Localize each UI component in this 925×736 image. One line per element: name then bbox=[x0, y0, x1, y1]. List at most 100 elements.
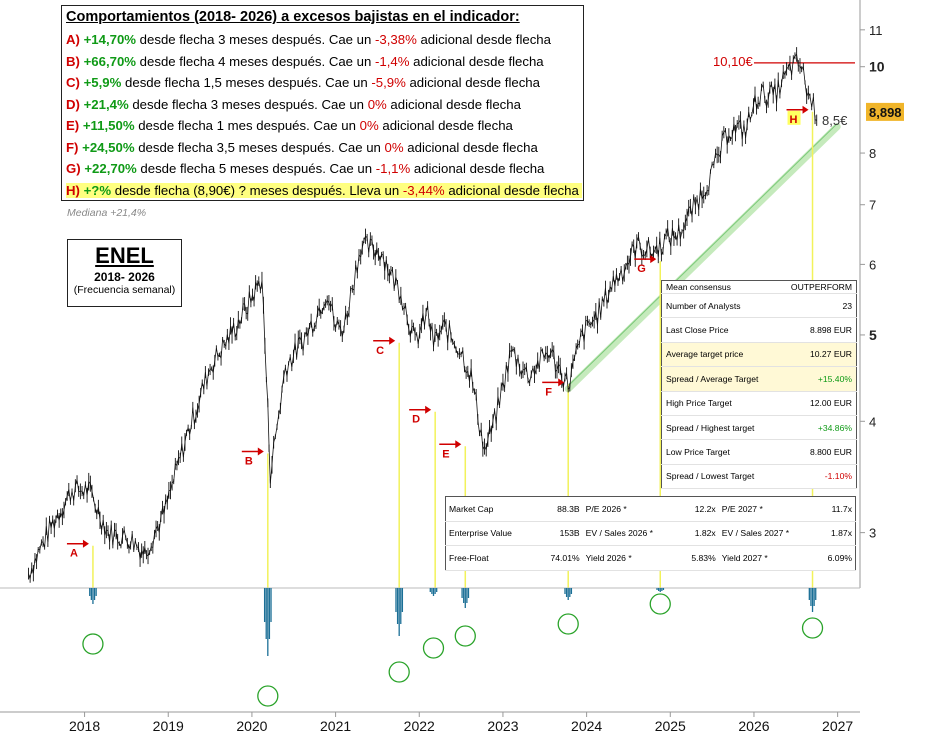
signal-marker: G bbox=[634, 255, 657, 275]
legend-row-label: F) bbox=[66, 139, 79, 155]
signal-marker: H bbox=[786, 105, 809, 126]
x-tick-label: 2021 bbox=[320, 718, 351, 734]
legend-row-gain: +11,50% bbox=[79, 118, 135, 133]
legend-row-loss: -3,44% bbox=[402, 182, 445, 198]
signal-label: F bbox=[545, 386, 552, 398]
indicator-circle bbox=[557, 613, 579, 635]
indicator-panel bbox=[0, 587, 860, 707]
legend-row-mid: desde flecha (8,90€) ? meses después. Ll… bbox=[111, 182, 403, 198]
legend-row-loss: -1,4% bbox=[375, 53, 410, 69]
legend-row-mid: desde flecha 4 meses después. Cae un bbox=[136, 53, 376, 69]
signal-arrow-head bbox=[650, 255, 657, 264]
signal-arrow-head bbox=[389, 336, 396, 345]
valuation-value: 153B bbox=[536, 521, 583, 546]
consensus-key: Spread / Highest target bbox=[661, 415, 777, 441]
consensus-value: -1.10% bbox=[776, 464, 857, 490]
valuation-key: Yield 2026 * bbox=[582, 545, 679, 571]
indicator-circle bbox=[82, 633, 104, 655]
legend-row-label: G) bbox=[66, 161, 81, 176]
valuation-value: 88.3B bbox=[536, 496, 583, 522]
valuation-value: 5.83% bbox=[678, 545, 719, 571]
x-tick-label: 2026 bbox=[738, 718, 769, 734]
trend-band bbox=[564, 123, 841, 393]
legend-row-mid: desde flecha 3 meses después. Cae un bbox=[136, 32, 376, 47]
legend-row: A) +14,70% desde flecha 3 meses después.… bbox=[66, 32, 551, 47]
legend-row-loss: -1,1% bbox=[375, 161, 411, 176]
legend-row: B) +66,70% desde flecha 4 meses después.… bbox=[66, 54, 544, 69]
signal-label-bg bbox=[787, 110, 801, 125]
signal-marker: D bbox=[409, 405, 432, 426]
consensus-value: OUTPERFORM bbox=[776, 280, 857, 294]
signal-marker: C bbox=[373, 336, 396, 357]
legend-row-label: E) bbox=[66, 118, 80, 133]
price-series bbox=[28, 47, 818, 583]
consensus-row: Mean consensus OUTPERFORM bbox=[661, 280, 857, 294]
consensus-row: Spread / Lowest Target -1.10% bbox=[661, 464, 857, 490]
trend-group: 8,5€ bbox=[564, 113, 848, 393]
valuation-value: 12.2x bbox=[678, 496, 719, 522]
signal-label: A bbox=[70, 548, 78, 560]
consensus-table: Mean consensus OUTPERFORM Number of Analys… bbox=[661, 280, 857, 490]
legend-row-tail: adicional desde flecha bbox=[416, 32, 551, 47]
signal-label: G bbox=[637, 263, 646, 275]
consensus-key: Low Price Target bbox=[661, 439, 777, 465]
x-tick-label: 2027 bbox=[822, 718, 853, 734]
legend-row-mid: desde flecha 1 mes después. Cae un bbox=[134, 118, 360, 133]
valuation-key: Free-Float bbox=[445, 545, 537, 571]
legend-row-tail: adicional desde flecha bbox=[444, 182, 579, 198]
legend-row-loss: 0% bbox=[384, 139, 404, 155]
y-axis: 3 4 5 6 7 8 10 11 8,898 bbox=[859, 0, 904, 588]
y-tick-label: 10 bbox=[869, 59, 885, 75]
signal-marker: E bbox=[439, 440, 462, 460]
signals-legend: Comportamientos (2018- 2026) a excesos b… bbox=[61, 5, 584, 201]
price-line bbox=[28, 53, 817, 580]
trend-line bbox=[567, 123, 838, 387]
consensus-key: High Price Target bbox=[661, 391, 777, 416]
consensus-key: Spread / Lowest Target bbox=[661, 464, 777, 490]
legend-row-gain: +5,9% bbox=[79, 75, 122, 90]
legend-row: H) +?% desde flecha (8,90€) ? meses desp… bbox=[66, 182, 582, 198]
legend-row-mid: desde flecha 3,5 meses después. Cae un bbox=[134, 139, 385, 155]
legend-row-tail: adicional desde flecha bbox=[386, 96, 521, 112]
consensus-row: Last Close Price 8.898 EUR bbox=[661, 317, 857, 343]
median-note: Mediana +21,4% bbox=[67, 207, 147, 219]
valuation-key: Market Cap bbox=[445, 496, 537, 522]
signal-marker: A bbox=[66, 539, 89, 560]
y-tick-label: 7 bbox=[869, 198, 876, 213]
valuation-key: Yield 2027 * bbox=[718, 545, 815, 571]
legend-row: D) +21,4% desde flecha 3 meses después. … bbox=[66, 97, 521, 112]
consensus-key: Average target price bbox=[661, 342, 777, 368]
y-tick-label: 6 bbox=[869, 257, 876, 272]
legend-row-tail: adicional desde flecha bbox=[378, 118, 513, 133]
consensus-value: 8.898 EUR bbox=[776, 317, 857, 343]
valuation-key: Enterprise Value bbox=[445, 521, 537, 546]
resistance-group: 10,10€ bbox=[713, 54, 855, 69]
indicator-circle bbox=[649, 593, 671, 615]
legend-row-mid: desde flecha 3 meses después. Cae un bbox=[128, 96, 368, 112]
consensus-row: Spread / Highest target +34.86% bbox=[661, 415, 857, 441]
signal-marker: B bbox=[241, 447, 264, 468]
valuation-row: Free-Float 74.01% Yield 2026 * 5.83% Yield 2… bbox=[445, 545, 856, 571]
consensus-row: Low Price Target 8.800 EUR bbox=[661, 439, 857, 465]
indicator-circle bbox=[388, 661, 410, 683]
legend-row-gain: +?% bbox=[79, 182, 112, 198]
legend-row: F) +24,50% desde flecha 3,5 meses despué… bbox=[66, 140, 538, 155]
consensus-value: 12.00 EUR bbox=[776, 391, 857, 416]
signal-label: C bbox=[376, 345, 384, 357]
valuation-value: 1.82x bbox=[678, 521, 719, 546]
signal-label: H bbox=[790, 114, 798, 126]
x-tick-label: 2023 bbox=[487, 718, 518, 734]
valuation-key: EV / Sales 2026 * bbox=[582, 521, 679, 546]
signal-label: D bbox=[412, 414, 420, 426]
indicator-circle bbox=[422, 637, 445, 659]
signal-label: B bbox=[245, 456, 253, 468]
signal-arrow-head bbox=[82, 539, 89, 548]
consensus-key: Last Close Price bbox=[661, 317, 777, 343]
signal-arrow-head bbox=[425, 405, 432, 414]
consensus-value: 23 bbox=[776, 293, 857, 319]
trend-label: 8,5€ bbox=[822, 113, 848, 128]
consensus-value: +15.40% bbox=[776, 366, 857, 392]
signal-arrow-head bbox=[455, 440, 462, 449]
consensus-row: Average target price 10.27 EUR bbox=[661, 342, 857, 368]
legend-row-loss: 0% bbox=[367, 96, 387, 112]
